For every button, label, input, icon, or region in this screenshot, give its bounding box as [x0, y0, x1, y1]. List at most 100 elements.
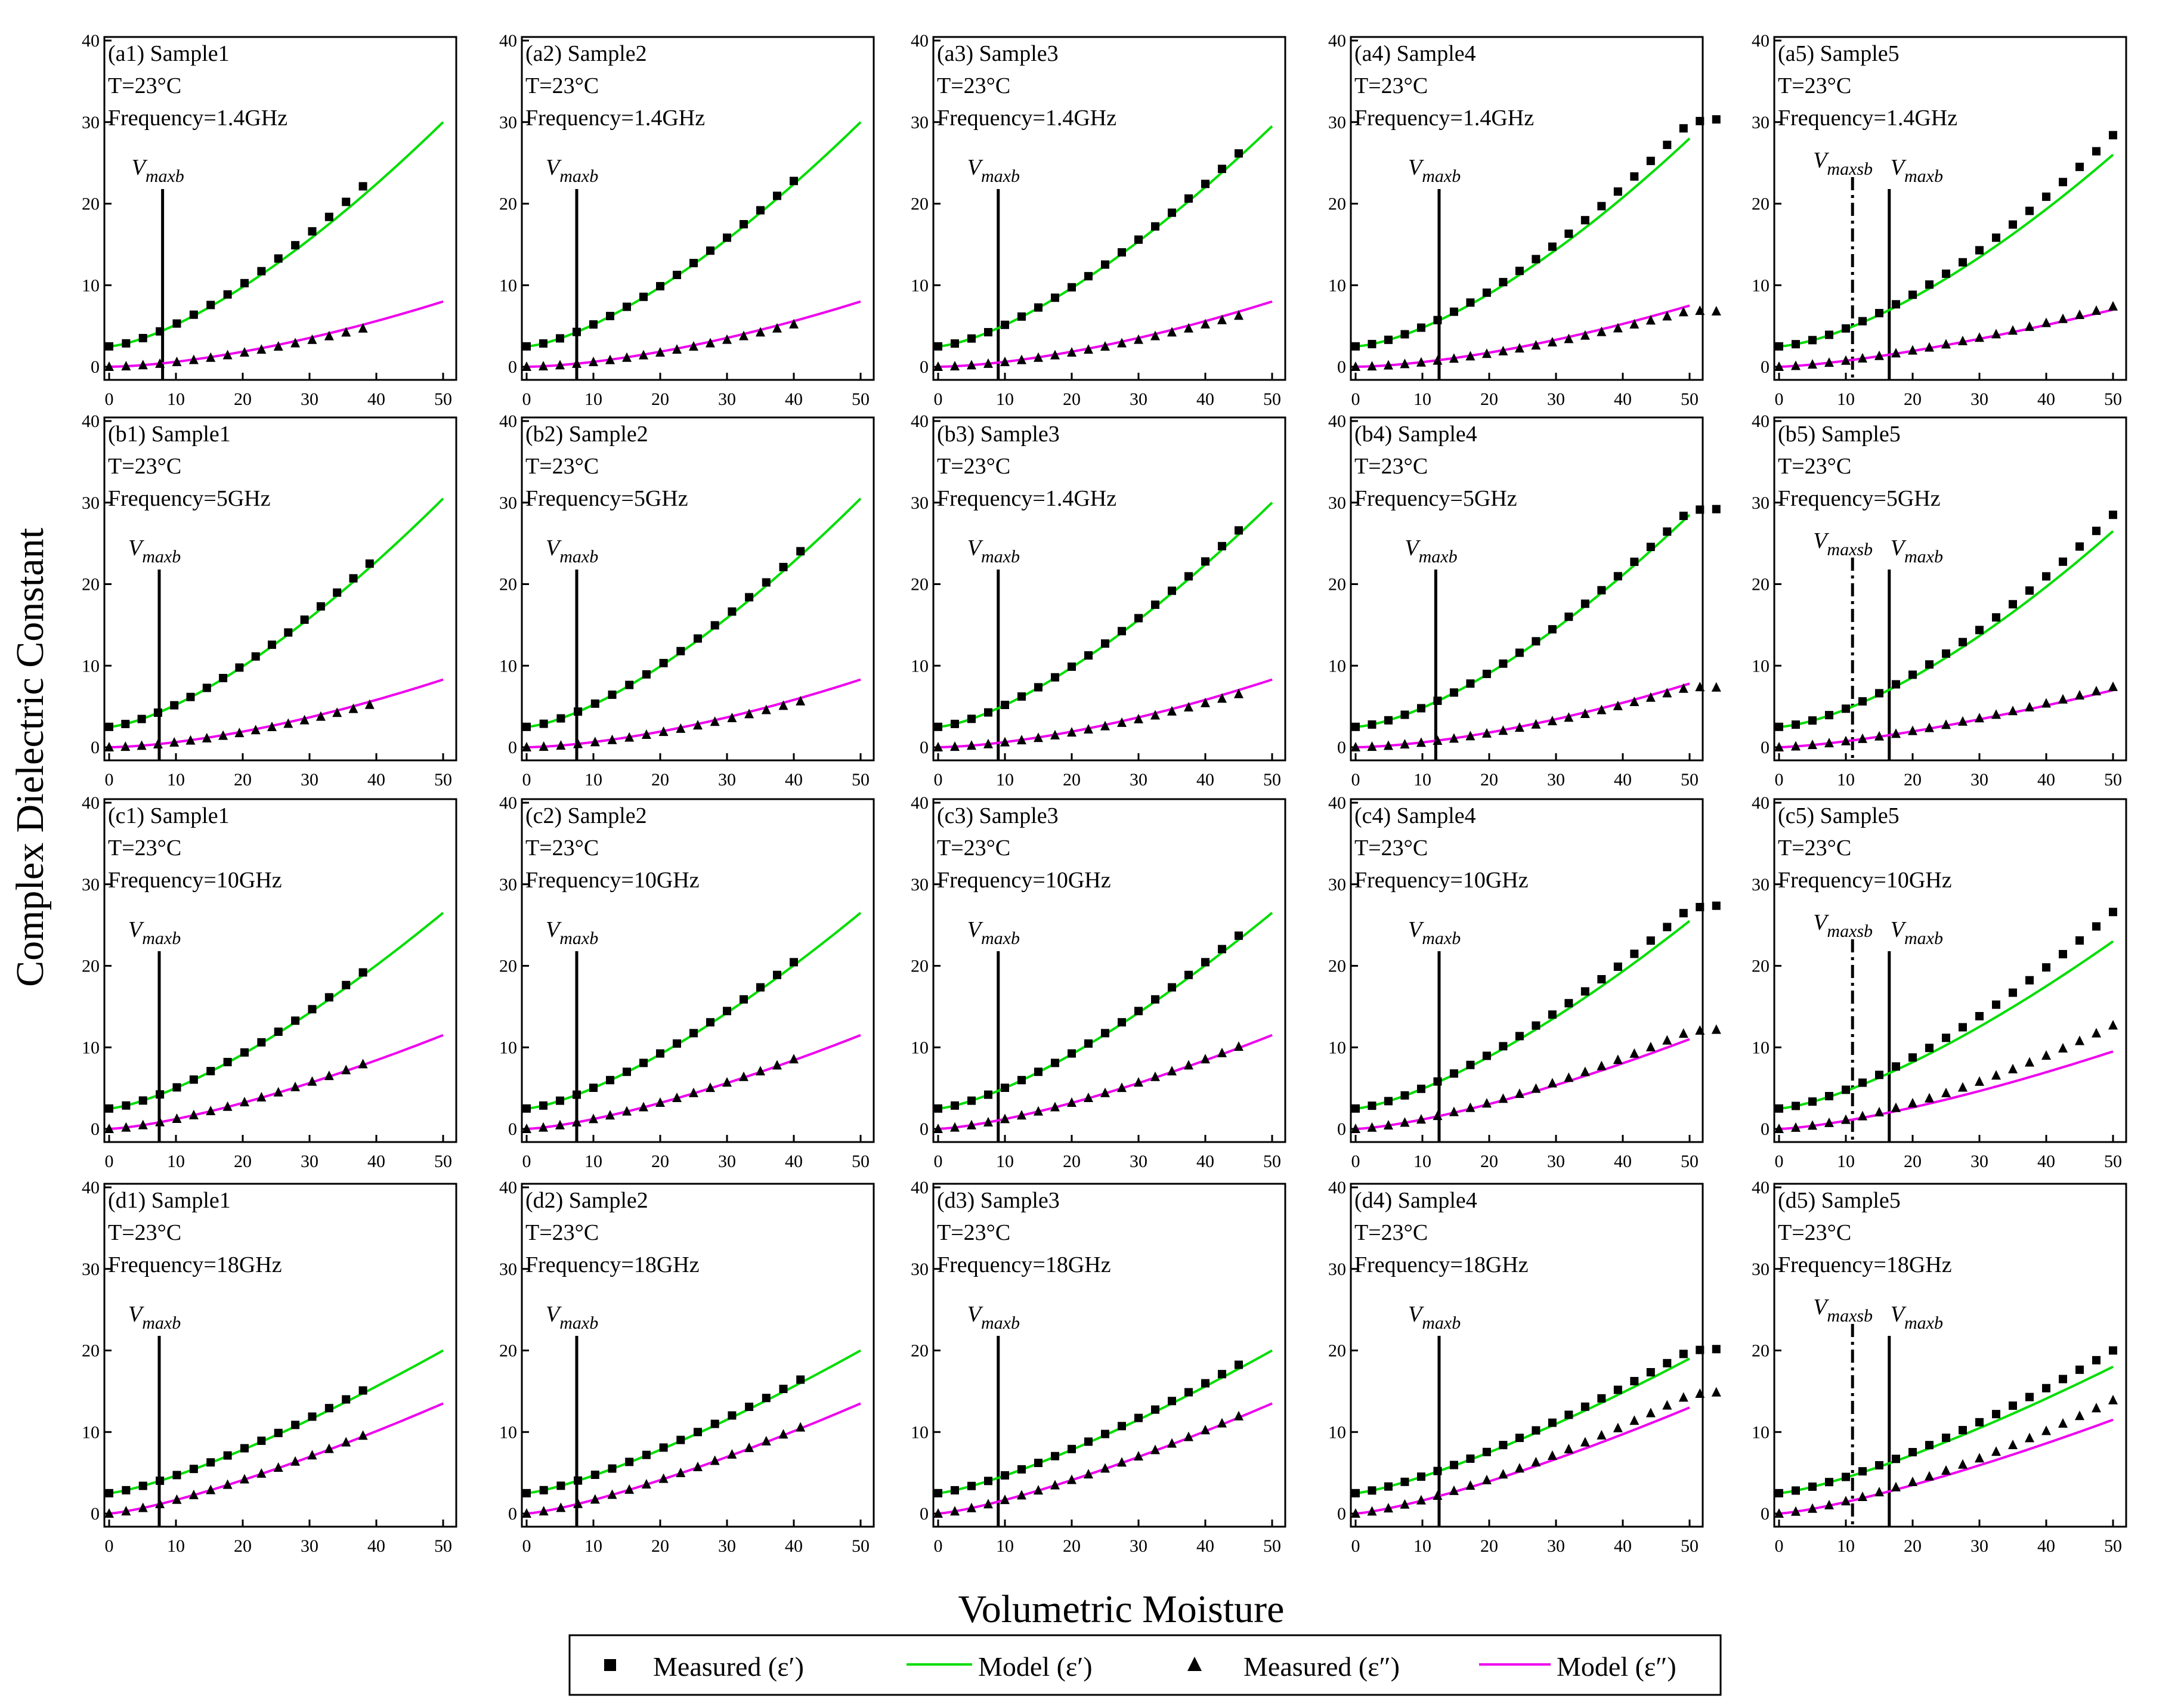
- measured-imag-point: [539, 1506, 549, 1516]
- x-tick-label: 30: [1970, 1152, 1988, 1171]
- measured-real-point: [1630, 1376, 1639, 1385]
- x-tick-label: 30: [301, 389, 318, 409]
- measured-imag-point: [1050, 1480, 1060, 1490]
- y-tick-label: 0: [508, 1119, 517, 1139]
- measured-real-point: [1663, 923, 1672, 932]
- y-tick-label: 10: [911, 276, 929, 295]
- measured-real-point: [728, 1411, 737, 1420]
- x-tick-label: 20: [1480, 1536, 1498, 1556]
- measured-real-point: [1532, 255, 1540, 264]
- measured-imag-point: [796, 695, 806, 705]
- measured-real-point: [206, 1458, 215, 1467]
- x-tick-label: 50: [1681, 770, 1699, 790]
- measured-real-point: [186, 692, 195, 701]
- measured-real-point: [606, 311, 614, 320]
- measured-imag-point: [1017, 354, 1026, 364]
- measured-imag-point: [1034, 1106, 1043, 1116]
- measured-real-point: [172, 319, 181, 328]
- panel-temperature: T=23°C: [1354, 454, 1428, 479]
- measured-real-point: [1068, 1444, 1076, 1453]
- measured-imag-point: [1351, 1508, 1360, 1518]
- measured-real-point: [1679, 512, 1688, 521]
- panel-temperature: T=23°C: [1778, 1220, 1851, 1245]
- measured-real-point: [1792, 340, 1800, 349]
- measured-real-point: [2009, 1401, 2017, 1410]
- measured-real-point: [1034, 683, 1042, 692]
- measured-imag-point: [1858, 1492, 1867, 1502]
- measured-real-point: [1084, 651, 1093, 660]
- panel-d1: 0 10 20 30 40 0 10 20 30 40 50 (d1) Sample1 T=23°C Fr…: [82, 1178, 457, 1556]
- measured-imag-point: [1564, 712, 1574, 722]
- x-tick-label: 0: [1351, 389, 1360, 409]
- measured-imag-point: [1150, 1071, 1160, 1081]
- measured-real-point: [1482, 1051, 1491, 1060]
- measured-real-point: [240, 1444, 249, 1453]
- measured-imag-point: [1808, 1120, 1817, 1130]
- measured-real-point: [539, 1486, 548, 1494]
- measured-imag-point: [1958, 1459, 1968, 1469]
- y-tick-label: 10: [499, 1038, 517, 1057]
- vmaxb-label: Vmaxb: [546, 536, 598, 567]
- y-tick-label: 30: [82, 1260, 100, 1279]
- measured-imag-point: [739, 330, 748, 341]
- panel-frame: [1773, 416, 2127, 762]
- y-tick-label: 40: [1328, 793, 1346, 813]
- measured-imag-point: [1449, 733, 1459, 743]
- measured-real-point: [2009, 220, 2017, 229]
- y-tick-label: 0: [920, 357, 929, 377]
- measured-imag-point: [1433, 735, 1443, 745]
- vmaxb-label: Vmaxb: [128, 917, 181, 948]
- measured-real-point: [1151, 600, 1159, 609]
- measured-real-point: [2109, 908, 2117, 917]
- measured-imag-point: [1695, 305, 1705, 315]
- model-real-curve: [1778, 153, 2114, 348]
- measured-real-point: [2009, 988, 2017, 997]
- measured-imag-point: [967, 740, 976, 750]
- panel-temperature: T=23°C: [1354, 1220, 1428, 1245]
- measured-real-point: [1051, 1452, 1059, 1460]
- measured-real-point: [1942, 269, 1950, 278]
- measured-real-point: [300, 615, 309, 624]
- measured-real-point: [2009, 600, 2017, 609]
- measured-real-point: [257, 267, 266, 276]
- panel-frequency: Frequency=18GHz: [525, 1252, 700, 1277]
- measured-real-point: [673, 1039, 681, 1048]
- measured-imag-point: [324, 330, 334, 341]
- measured-imag-point: [1874, 731, 1884, 741]
- y-tick-label: 10: [499, 656, 517, 676]
- panel-frequency: Frequency=10GHz: [108, 868, 282, 893]
- y-tick-label: 40: [499, 411, 517, 431]
- measured-real-point: [257, 1038, 266, 1047]
- measured-real-point: [779, 562, 788, 571]
- measured-imag-point: [283, 718, 293, 728]
- measured-imag-point: [706, 338, 715, 348]
- y-tick-label: 0: [1761, 357, 1770, 377]
- y-tick-label: 0: [508, 738, 517, 757]
- measured-real-point: [342, 1395, 351, 1404]
- model-imag-curve: [1355, 1038, 1690, 1130]
- panel-frequency: Frequency=5GHz: [1354, 486, 1517, 511]
- measured-imag-point: [756, 327, 765, 337]
- x-tick-label: 10: [1413, 1536, 1431, 1556]
- measured-imag-point: [324, 1070, 334, 1081]
- y-tick-label: 10: [82, 1422, 100, 1442]
- measured-imag-point: [2025, 701, 2034, 711]
- y-tick-label: 20: [82, 194, 100, 214]
- y-tick-label: 40: [82, 793, 100, 813]
- panel-b3: 0 10 20 30 40 0 10 20 30 40 50 (b3) Sample3 T=23°C Fr…: [911, 411, 1286, 790]
- measured-real-point: [2092, 527, 2101, 536]
- measured-real-point: [308, 1412, 317, 1421]
- y-tick-label: 20: [499, 575, 517, 595]
- measured-imag-point: [607, 734, 617, 744]
- measured-real-point: [1384, 335, 1393, 344]
- panel-frame: [1350, 36, 1704, 381]
- measured-real-point: [156, 1090, 165, 1099]
- measured-real-point: [1416, 1084, 1425, 1093]
- measured-imag-point: [120, 741, 131, 751]
- panel-a1: 0 10 20 30 40 0 10 20 30 40 50 (a1) Sample1 T=23°C Fr…: [82, 31, 457, 409]
- measured-imag-point: [706, 1082, 715, 1093]
- measured-real-point: [625, 680, 634, 689]
- measured-real-point: [2059, 557, 2067, 566]
- measured-imag-point: [1465, 351, 1475, 361]
- measured-real-point: [522, 1489, 531, 1497]
